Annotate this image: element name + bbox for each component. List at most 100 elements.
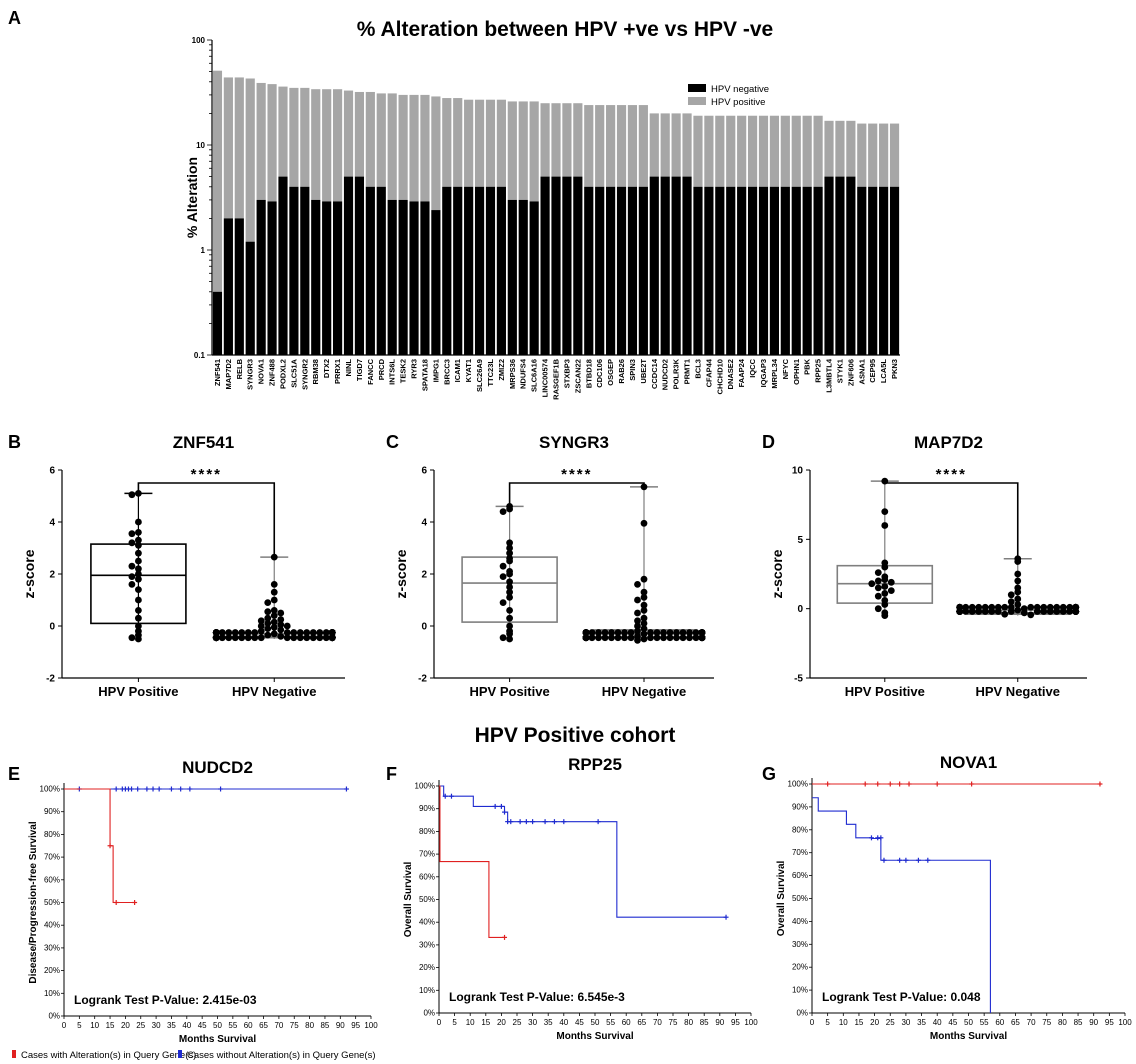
chart-a-bar-hpv-negative <box>289 186 299 355</box>
panel-letter-f: F <box>386 764 397 784</box>
chart-a-bar-hpv-positive <box>322 89 332 202</box>
chart-a-bar-hpv-positive <box>420 94 430 202</box>
chart-c-point <box>679 634 687 642</box>
chart-a-ytick-label: 100 <box>192 36 206 45</box>
chart-e-ytick-label: 40% <box>44 921 60 930</box>
chart-a-ytick-label: 1 <box>201 246 206 255</box>
chart-g-xtick-label: 95 <box>1105 1018 1114 1027</box>
chart-d-point <box>1014 558 1022 565</box>
chart-b-point <box>270 612 278 619</box>
chart-e-xtick-label: 35 <box>167 1021 176 1030</box>
chart-a-bar-hpv-negative <box>212 291 223 355</box>
chart-b-point <box>135 622 142 630</box>
km-legend-label-unaltered: Cases without Alteration(s) in Query Gen… <box>187 1050 376 1061</box>
chart-a-bar-hpv-negative <box>813 186 823 355</box>
chart-c-point <box>614 634 622 642</box>
chart-b-point <box>270 588 278 596</box>
chart-a-bar-hpv-positive <box>289 87 299 187</box>
chart-c-point <box>506 607 513 614</box>
chart-a-bar-hpv-negative <box>278 176 288 355</box>
chart-c-point <box>595 634 602 642</box>
chart-a-xtick-label: SYNGR2 <box>300 359 309 390</box>
chart-a-bar-hpv-positive <box>431 96 441 211</box>
chart-a-bar-hpv-negative <box>398 199 408 355</box>
chart-a-bar-hpv-positive <box>245 78 255 242</box>
chart-c-ylabel: z-score <box>393 549 409 598</box>
chart-g-xtick-label: 90 <box>1089 1018 1098 1027</box>
chart-a-bar-hpv-negative <box>453 186 463 355</box>
chart-b-point <box>328 629 336 636</box>
chart-c-point <box>595 629 602 636</box>
chart-e-xtick-label: 45 <box>198 1021 207 1030</box>
chart-e-xlabel: Months Survival <box>179 1034 256 1045</box>
chart-a-bar-hpv-positive <box>234 77 244 219</box>
chart-a-bar-hpv-positive <box>387 93 397 200</box>
chart-d-ytick-label: 10 <box>792 466 804 477</box>
chart-f-ytick-label: 80% <box>419 827 435 836</box>
chart-g-xtick-label: 10 <box>839 1018 848 1027</box>
chart-c-point <box>698 634 706 642</box>
chart-e-xtick-label: 100 <box>364 1021 378 1030</box>
chart-a-xtick-label: IMPG1 <box>431 359 440 382</box>
chart-a-xtick-label: NINL <box>344 359 353 377</box>
chart-a-bar-hpv-negative <box>518 199 528 355</box>
chart-d-xtick-label: HPV Negative <box>975 684 1060 699</box>
chart-g-xlabel: Months Survival <box>930 1031 1007 1042</box>
chart-b-ytick-label: 4 <box>49 518 55 529</box>
chart-a-bar-hpv-positive <box>704 115 714 187</box>
chart-d-point <box>1053 603 1061 611</box>
chart-a-title: % Alteration between HPV +ve vs HPV -ve <box>357 18 773 41</box>
chart-b-point <box>270 596 278 604</box>
chart-c-point <box>634 636 641 644</box>
chart-c-point <box>614 629 622 636</box>
chart-d-point <box>1014 606 1022 614</box>
chart-c-point <box>506 588 513 596</box>
chart-a-bar-hpv-positive <box>726 115 736 187</box>
chart-b-ylabel: z-score <box>21 549 37 598</box>
chart-a-bar-hpv-positive <box>311 89 321 200</box>
chart-a-bar-hpv-positive <box>485 99 496 187</box>
chart-a-bar-hpv-negative <box>431 210 441 355</box>
chart-a-bar-hpv-negative <box>343 176 354 355</box>
chart-c-significance-bracket <box>508 482 645 505</box>
chart-c-point <box>640 483 648 491</box>
chart-a-bar-hpv-positive <box>780 115 790 187</box>
chart-g-xtick-label: 30 <box>901 1018 910 1027</box>
chart-b-point <box>290 634 298 642</box>
chart-e-ytick-label: 60% <box>44 875 60 884</box>
chart-a-bar-hpv-negative <box>606 186 616 355</box>
chart-a-bar-hpv-positive <box>376 93 386 187</box>
chart-b-point <box>264 631 272 639</box>
chart-a-bar-hpv-negative <box>595 186 605 355</box>
chart-b-point <box>238 629 246 636</box>
chart-a-bar-hpv-positive <box>649 113 659 177</box>
chart-g-xtick-label: 100 <box>1118 1018 1132 1027</box>
chart-a-xtick-label: PBK <box>803 358 812 374</box>
chart-a-xtick-label: RELB <box>235 358 244 379</box>
chart-a-bar-hpv-positive <box>846 120 856 177</box>
chart-d-point <box>994 603 1002 611</box>
chart-a-bar-hpv-negative <box>409 201 419 355</box>
chart-a-xtick-label: OSGEP <box>606 359 615 386</box>
chart-c-point <box>640 588 648 596</box>
chart-d-ytick-label: 0 <box>797 604 803 615</box>
chart-a-xtick-label: TTC23L <box>486 359 495 387</box>
chart-f-ylabel: Overall Survival <box>403 861 414 937</box>
chart-a-xtick-label: STXBP3 <box>562 359 571 388</box>
chart-f-survival-line <box>439 785 727 918</box>
chart-g-xtick-label: 55 <box>980 1018 989 1027</box>
chart-b-point <box>135 518 142 526</box>
chart-a-bar-hpv-positive <box>769 115 779 187</box>
chart-f-xtick-label: 90 <box>715 1018 724 1027</box>
chart-b-point <box>283 629 291 636</box>
chart-d-point <box>881 583 889 590</box>
chart-a-xtick-label: ICAM1 <box>453 359 462 382</box>
chart-a-xtick-label: MRPS36 <box>508 359 517 389</box>
chart-c-point <box>634 596 641 604</box>
chart-c-point <box>588 629 596 636</box>
chart-b-point <box>277 626 285 634</box>
chart-d-point <box>1027 611 1035 619</box>
chart-a-bar-hpv-positive <box>737 115 747 187</box>
chart-a-bar-hpv-positive <box>638 105 648 187</box>
